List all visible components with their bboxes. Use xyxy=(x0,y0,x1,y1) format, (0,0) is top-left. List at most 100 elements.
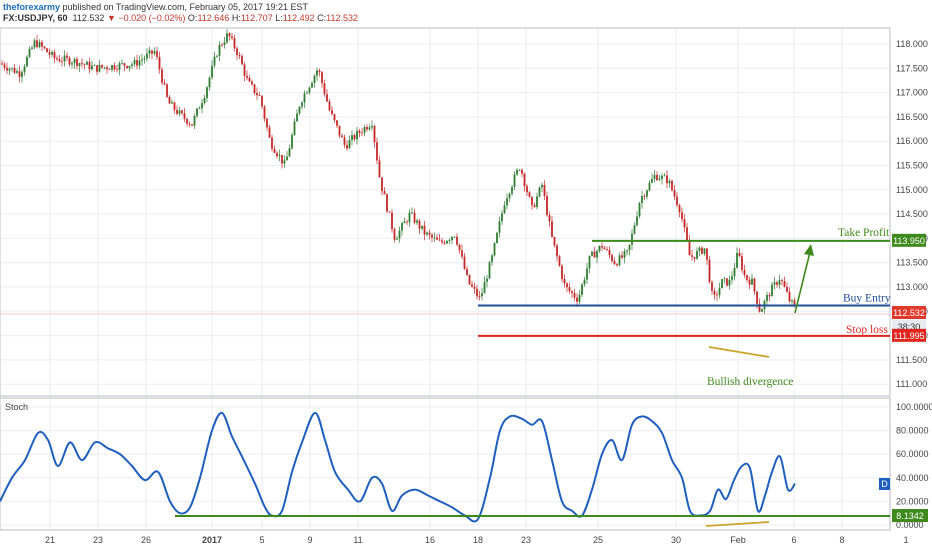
candle-body xyxy=(408,212,411,223)
candle-body xyxy=(61,61,63,63)
candle-body xyxy=(493,242,496,256)
trade-levels: Take Profit Buy Entry Stop loss Bullish div… xyxy=(478,227,891,388)
stoch-d-badge: D xyxy=(881,479,888,489)
candle-body xyxy=(11,67,13,69)
candle-body xyxy=(236,48,238,56)
candle-body xyxy=(261,95,263,107)
x-tick-label: 16 xyxy=(425,535,435,545)
candle-body xyxy=(103,67,106,69)
candle-body xyxy=(183,113,186,119)
grid xyxy=(0,28,890,530)
candle-body xyxy=(663,175,666,177)
candle-body xyxy=(6,67,8,71)
y-tick-label: 113.000 xyxy=(896,282,928,292)
author-name[interactable]: theforexarmy xyxy=(3,2,61,12)
candle-body xyxy=(123,63,126,66)
candle-body xyxy=(751,278,753,285)
main-pane-border xyxy=(0,27,891,397)
candle-body xyxy=(681,212,683,220)
candle-body xyxy=(651,178,653,183)
candle-body xyxy=(423,225,426,235)
candle-body xyxy=(736,252,738,268)
candle-body xyxy=(101,64,103,68)
candle-body xyxy=(693,256,696,259)
candle-body xyxy=(376,142,378,161)
candle-body xyxy=(33,40,36,48)
candle-body xyxy=(616,264,618,266)
candle-body xyxy=(176,109,178,114)
candle-body xyxy=(458,244,461,251)
x-tick-label: 30 xyxy=(671,535,681,545)
candle-body xyxy=(298,106,301,114)
divergence-price-line xyxy=(708,346,770,358)
take-profit-label: Take Profit xyxy=(838,227,890,239)
candle-body xyxy=(696,250,698,259)
x-tick-label: 5 xyxy=(259,535,264,545)
candle-body xyxy=(443,242,446,244)
candle-body xyxy=(516,169,518,175)
y-tick-label: 111.500 xyxy=(896,355,927,365)
candle-body xyxy=(656,174,658,181)
candle-body xyxy=(306,92,308,94)
candle-body xyxy=(18,71,21,77)
candle-body xyxy=(241,55,243,65)
symbol-legend: FX:USDJPY, 60 112.532 ▼ −0.020 (−0.02%) … xyxy=(3,13,358,23)
publish-info: published on TradingView.com, February 0… xyxy=(62,2,309,12)
candle-body xyxy=(526,186,528,193)
candle-body xyxy=(313,75,316,84)
candle-body xyxy=(691,255,693,257)
candle-body xyxy=(723,278,726,280)
candle-body xyxy=(251,81,253,85)
x-tick-label: 25 xyxy=(593,535,603,545)
candle-body xyxy=(191,124,193,126)
candle-body xyxy=(653,174,656,179)
candle-body xyxy=(358,130,361,133)
candle-body xyxy=(383,191,386,195)
candle-body xyxy=(198,108,201,110)
candle-body xyxy=(1,63,3,65)
candle-body xyxy=(733,267,736,277)
symbol-label[interactable]: FX:USDJPY, 60 xyxy=(3,13,68,23)
candle-body xyxy=(488,262,491,279)
candle-body xyxy=(43,46,46,49)
candle-body xyxy=(416,220,418,223)
last-price: 112.532 xyxy=(72,13,105,23)
candle-body xyxy=(513,174,516,187)
candle-body xyxy=(703,248,706,254)
candle-body xyxy=(276,152,278,157)
stoch-tick-label: 40.0000 xyxy=(896,473,929,483)
candle-body xyxy=(518,169,521,171)
candle-body xyxy=(31,47,33,49)
candle-body xyxy=(528,192,531,197)
candle-body xyxy=(713,290,716,295)
candle-body xyxy=(58,59,61,62)
candle-body xyxy=(323,83,326,95)
candle-body xyxy=(178,110,181,114)
candle-body xyxy=(391,212,393,230)
candle-body xyxy=(761,309,763,312)
candle-body xyxy=(366,127,368,130)
candle-body xyxy=(301,102,303,107)
candle-body xyxy=(51,52,53,55)
candle-body xyxy=(353,135,356,140)
candle-body xyxy=(351,135,353,140)
candle-body xyxy=(441,240,443,243)
candle-body xyxy=(328,101,331,111)
candle-body xyxy=(701,247,703,254)
candle-body xyxy=(296,113,298,122)
candle-body xyxy=(338,125,341,136)
candle-body xyxy=(491,255,493,263)
stoch-label: Stoch xyxy=(5,402,28,412)
stop-loss-label: Stop loss xyxy=(846,324,888,336)
candle-body xyxy=(221,44,223,46)
candle-body xyxy=(603,247,606,250)
candle-body xyxy=(788,291,791,302)
y-tick-label: 113.500 xyxy=(896,258,928,268)
stoch-value-badge: 8.1342 xyxy=(896,511,924,521)
candle-body xyxy=(93,65,96,67)
candle-body xyxy=(618,255,621,266)
candle-body xyxy=(431,234,433,238)
candle-body xyxy=(153,51,156,54)
candle-body xyxy=(658,179,661,181)
